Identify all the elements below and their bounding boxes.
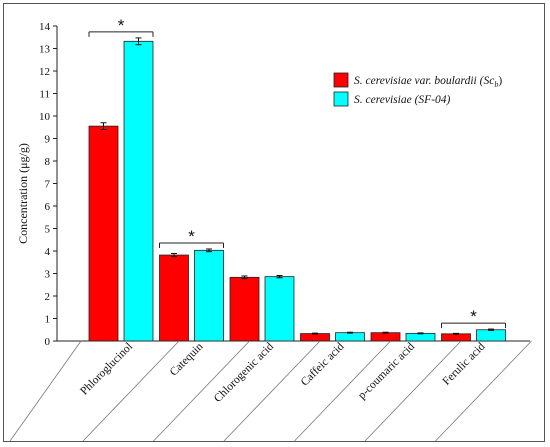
y-tick-label: 14 bbox=[39, 21, 51, 33]
y-tick-label: 13 bbox=[39, 44, 51, 56]
x-tick-label: Catequin bbox=[168, 340, 206, 378]
x-category-guide bbox=[364, 340, 462, 442]
significance-star: * bbox=[118, 16, 125, 35]
bar bbox=[264, 276, 295, 342]
y-tick-label: 2 bbox=[45, 291, 51, 303]
bar bbox=[405, 332, 436, 342]
y-tick-label: 8 bbox=[45, 156, 51, 168]
y-tick-label: 12 bbox=[39, 66, 50, 78]
y-tick-label: 1 bbox=[45, 314, 51, 326]
bar bbox=[159, 254, 189, 342]
x-category-guide bbox=[153, 340, 250, 442]
significance-star: * bbox=[470, 307, 477, 326]
y-tick-label: 10 bbox=[39, 111, 51, 123]
legend-label: S. cerevisiae var. boulardii (Scb) bbox=[354, 75, 502, 89]
bar bbox=[370, 332, 401, 342]
bar bbox=[123, 40, 154, 342]
y-tick-label: 4 bbox=[45, 246, 51, 258]
significance-star: * bbox=[188, 227, 195, 246]
x-tick-label: p-coumaric acid bbox=[356, 340, 417, 401]
bar bbox=[88, 125, 119, 342]
bar bbox=[300, 333, 330, 342]
y-tick-label: 5 bbox=[45, 224, 51, 236]
y-tick-label: 6 bbox=[45, 201, 51, 213]
x-category-guide bbox=[294, 340, 391, 442]
legend-swatch bbox=[333, 72, 349, 88]
bar bbox=[229, 276, 260, 342]
legend-swatch bbox=[333, 91, 349, 107]
x-tick-label: Ferulic acid bbox=[441, 340, 488, 387]
x-tick-label: Chlorogenic acid bbox=[212, 340, 276, 404]
y-axis-label: Concentration (μg/g) bbox=[16, 143, 30, 244]
x-tick-label: Caffeic acid bbox=[299, 340, 347, 388]
x-category-guide bbox=[223, 340, 321, 442]
x-category-guide bbox=[82, 340, 180, 442]
bar bbox=[441, 333, 471, 342]
y-tick-label: 11 bbox=[39, 89, 50, 101]
bar bbox=[335, 332, 365, 342]
x-tick-label: Phloroglucinol bbox=[78, 341, 135, 398]
x-category-guide bbox=[9, 340, 82, 442]
bar bbox=[194, 249, 224, 342]
legend-label: S. cerevisiae (SF-04) bbox=[354, 94, 450, 106]
x-category-guide bbox=[435, 340, 532, 442]
bar bbox=[476, 329, 506, 342]
y-tick-label: 7 bbox=[45, 179, 51, 191]
y-tick-label: 0 bbox=[45, 336, 51, 348]
y-tick-label: 9 bbox=[45, 134, 51, 146]
y-tick-label: 3 bbox=[45, 269, 51, 281]
